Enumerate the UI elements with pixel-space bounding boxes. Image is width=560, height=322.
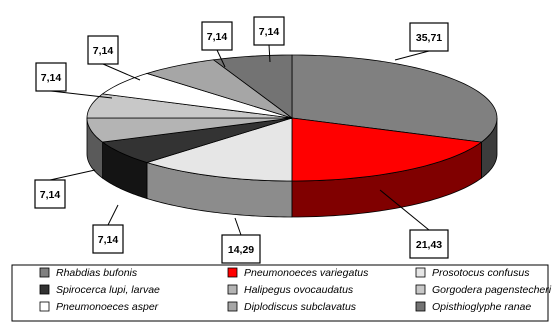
legend-label: Rhabdias bufonis bbox=[56, 267, 138, 279]
data-label-rhabdias-bufonis: 35,71 bbox=[394, 22, 449, 61]
leader-line bbox=[49, 169, 96, 181]
data-label-text: 7,14 bbox=[98, 234, 119, 246]
legend-swatch bbox=[39, 301, 50, 312]
data-label-box bbox=[35, 62, 67, 92]
legend-item-diplodiscus-subclavatus: Diplodiscus subclavatus bbox=[227, 301, 357, 313]
legend-item-prosotocus-confusus: Prosotocus confusus bbox=[415, 267, 530, 279]
data-label-gorgodera-pagenstecheri: 7,14 bbox=[35, 62, 113, 99]
data-label-prosotocus-confusus: 14,29 bbox=[221, 217, 261, 264]
leader-line bbox=[379, 189, 430, 231]
leader-line bbox=[268, 44, 271, 63]
slice-pneumonoeces-variegatus bbox=[291, 117, 483, 182]
legend-label: Pneumonoeces variegatus bbox=[244, 267, 369, 279]
legend-item-opisthioglyphe-ranae: Opisthioglyphe ranae bbox=[415, 301, 531, 313]
leader-line bbox=[102, 63, 141, 81]
data-labels: 35,71 21,43 14,29 7,14 7,14 7,14 7,14 7,14 7,14 bbox=[34, 16, 449, 264]
data-label-text: 7,14 bbox=[259, 26, 280, 38]
legend-label: Diplodiscus subclavatus bbox=[244, 301, 357, 313]
legend-item-spirocerca-lupi-larvae: Spirocerca lupi, larvae bbox=[39, 284, 160, 296]
legend-label: Prosotocus confusus bbox=[432, 267, 530, 279]
slice-opisthioglyphe-ranae bbox=[212, 54, 293, 119]
data-label-halipegus-ovocaudatus: 7,14 bbox=[34, 169, 96, 209]
data-label-diplodiscus-subclavatus: 7,14 bbox=[201, 21, 233, 68]
data-label-box bbox=[92, 224, 124, 254]
legend-swatch bbox=[227, 284, 238, 295]
leader-line bbox=[234, 217, 242, 236]
leader-line bbox=[394, 50, 430, 61]
data-label-text: 7,14 bbox=[41, 72, 62, 84]
pie-tops bbox=[86, 54, 498, 182]
slice-spirocerca-lupi-larvae bbox=[101, 117, 293, 163]
leader-line bbox=[107, 204, 119, 226]
legend-item-rhabdias-bufonis: Rhabdias bufonis bbox=[39, 267, 138, 279]
data-label-text: 35,71 bbox=[416, 32, 442, 44]
legend-swatch bbox=[39, 267, 50, 278]
data-label-text: 7,14 bbox=[93, 45, 114, 57]
data-label-box bbox=[409, 229, 449, 259]
data-label-box bbox=[201, 21, 233, 51]
legend-swatch bbox=[227, 301, 238, 312]
data-label-text: 21,43 bbox=[416, 239, 442, 251]
legend-swatch bbox=[39, 284, 50, 295]
leader-line bbox=[50, 90, 113, 99]
slice-diplodiscus-subclavatus bbox=[145, 59, 293, 119]
leader-line bbox=[216, 49, 226, 68]
slice-pneumonoeces-asper bbox=[101, 73, 293, 119]
legend-swatch bbox=[415, 284, 426, 295]
legend-item-gorgodera-pagenstecheri: Gorgodera pagenstecheri bbox=[415, 284, 552, 296]
legend-swatch bbox=[227, 267, 238, 278]
slice-prosotocus-confusus bbox=[145, 117, 293, 182]
legend-label: Halipegus ovocaudatus bbox=[244, 284, 354, 296]
data-label-box bbox=[221, 234, 261, 264]
data-label-text: 7,14 bbox=[40, 189, 61, 201]
legend-swatch bbox=[415, 301, 426, 312]
data-label-box bbox=[34, 179, 66, 209]
data-label-box bbox=[87, 35, 119, 65]
data-label-box bbox=[253, 16, 285, 46]
slice-halipegus-ovocaudatus bbox=[86, 117, 293, 143]
data-label-text: 7,14 bbox=[207, 31, 228, 43]
legend-label: Gorgodera pagenstecheri bbox=[432, 284, 552, 296]
data-label-pneumonoeces-asper: 7,14 bbox=[87, 35, 141, 81]
slice-rhabdias-bufonis bbox=[291, 54, 498, 143]
legend-frame bbox=[11, 264, 549, 322]
legend: Rhabdias bufonis Pneumonoeces variegatus P… bbox=[11, 264, 552, 322]
legend-label: Opisthioglyphe ranae bbox=[432, 301, 531, 313]
legend-label: Spirocerca lupi, larvae bbox=[56, 284, 160, 296]
legend-item-halipegus-ovocaudatus: Halipegus ovocaudatus bbox=[227, 284, 354, 296]
data-label-opisthioglyphe-ranae: 7,14 bbox=[253, 16, 285, 63]
data-label-spirocerca-lupi-larvae: 7,14 bbox=[92, 204, 124, 254]
data-label-box bbox=[409, 22, 449, 52]
legend-swatch bbox=[415, 267, 426, 278]
legend-item-pneumonoeces-variegatus: Pneumonoeces variegatus bbox=[227, 267, 369, 279]
pie-sides bbox=[86, 117, 498, 218]
legend-label: Pneumonoeces asper bbox=[56, 301, 159, 313]
data-label-pneumonoeces-variegatus: 21,43 bbox=[379, 189, 449, 259]
data-label-text: 14,29 bbox=[228, 244, 254, 256]
legend-item-pneumonoeces-asper: Pneumonoeces asper bbox=[39, 301, 159, 313]
